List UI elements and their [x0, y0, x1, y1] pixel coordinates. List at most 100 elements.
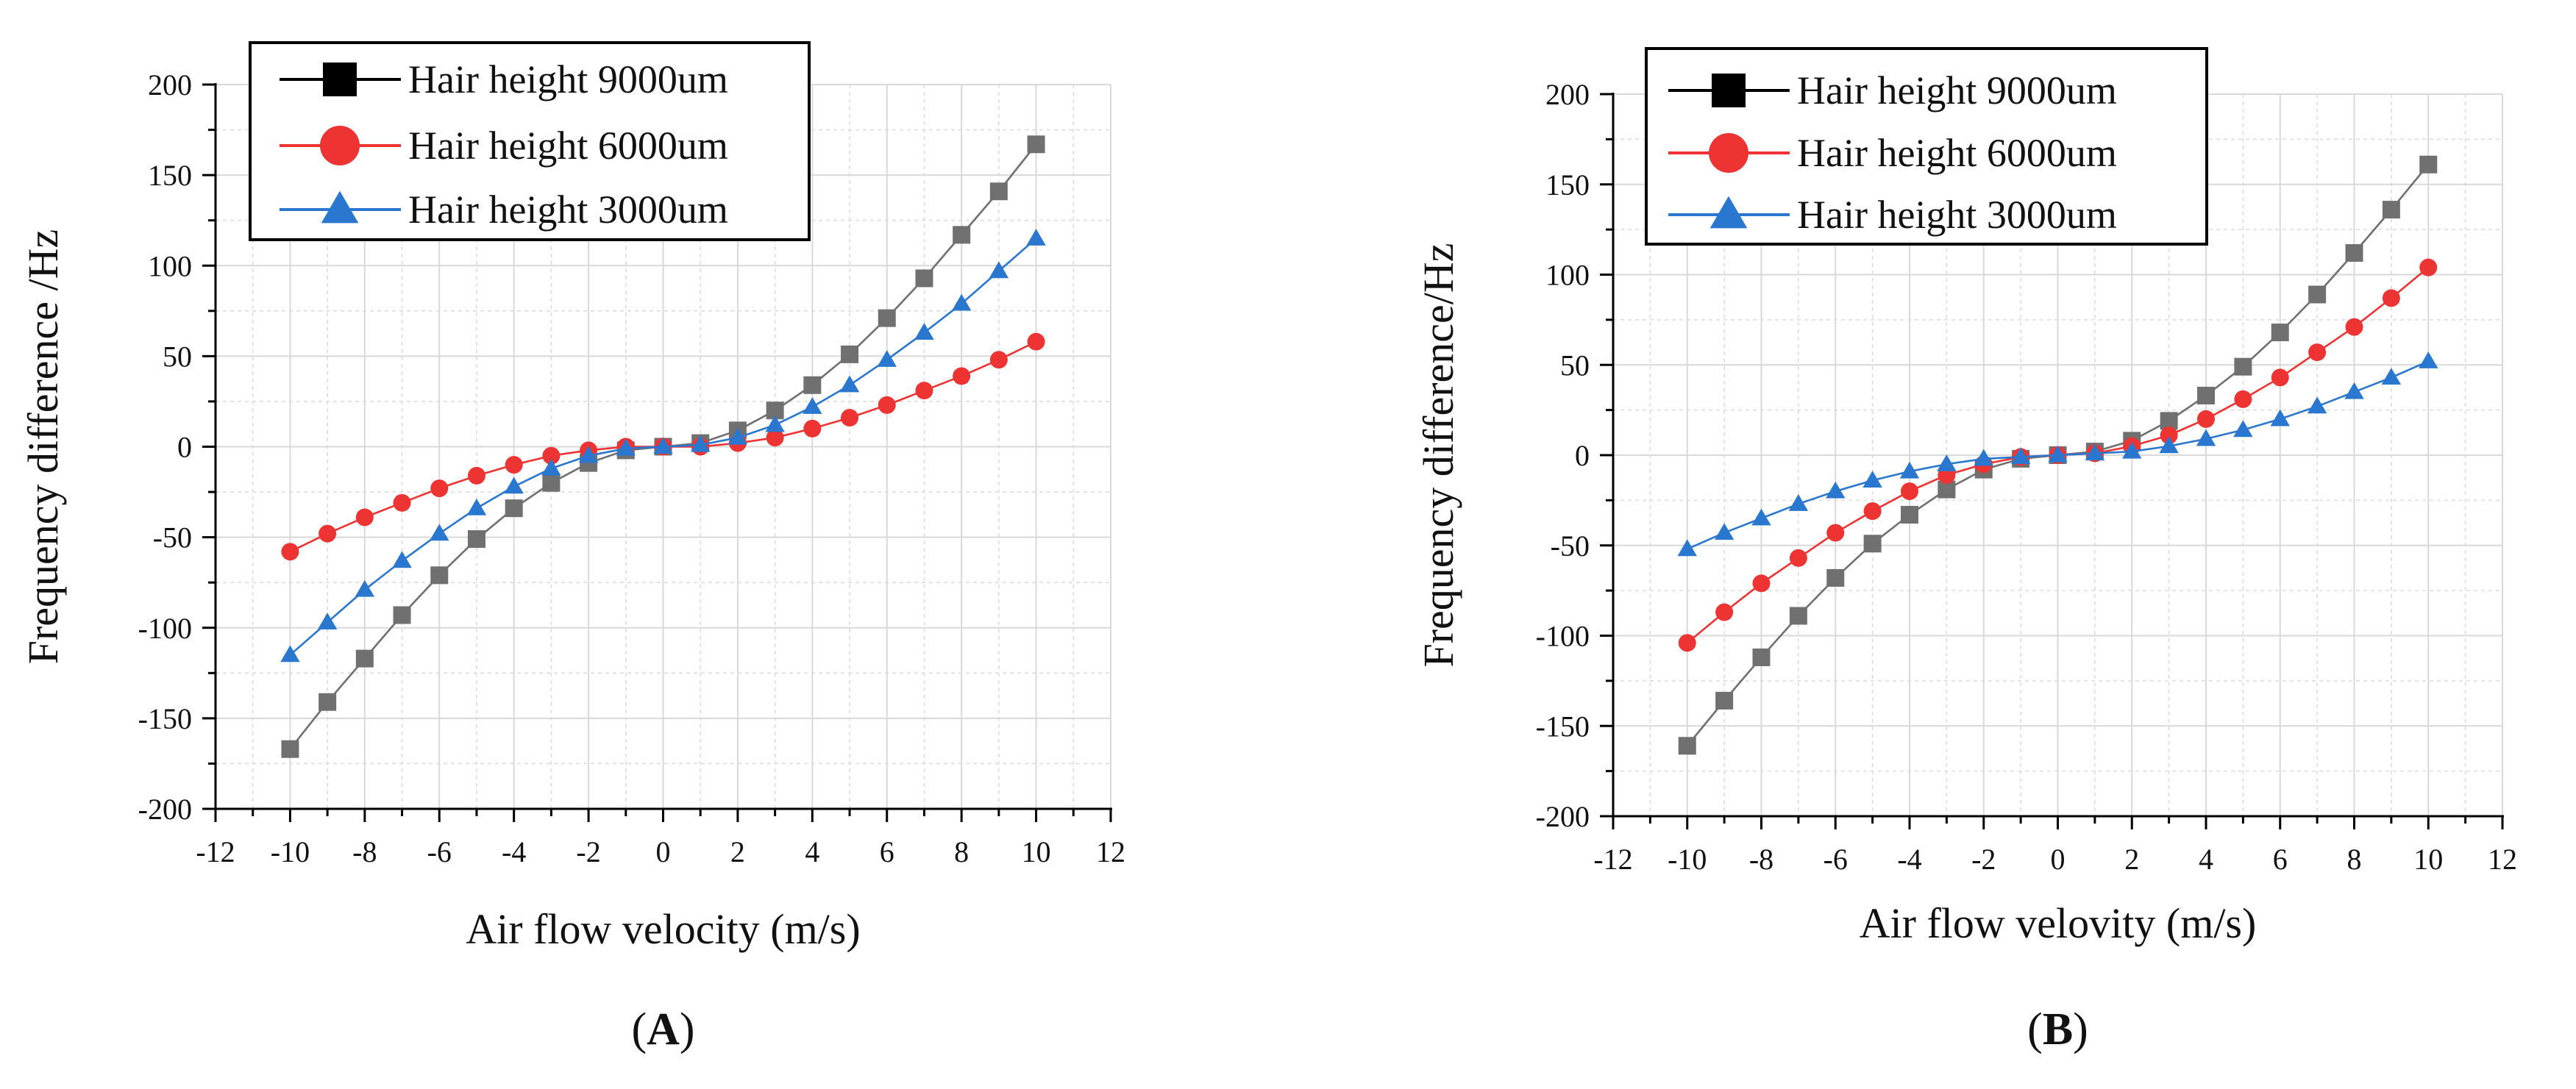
y-tick-label: -200: [1536, 800, 1590, 833]
data-point: [2419, 258, 2438, 276]
data-point: [915, 382, 933, 400]
data-point: [2160, 426, 2178, 444]
data-point: [727, 427, 748, 445]
data-point: [1826, 481, 1846, 499]
x-tick-label: 10: [1022, 835, 1051, 868]
data-point: [2010, 447, 2031, 465]
data-point: [430, 524, 449, 541]
data-point: [1789, 607, 1807, 625]
y-tick-label: -50: [1551, 529, 1590, 563]
x-tick-label: 8: [954, 835, 969, 868]
legend-item: Hair height 6000um: [280, 124, 728, 168]
data-point: [578, 446, 599, 463]
legend-label: Hair height 3000um: [408, 188, 728, 232]
y-tick-label: 200: [148, 68, 192, 101]
x-tick-label: -4: [1897, 843, 1921, 876]
data-point: [2345, 244, 2363, 263]
data-point: [1862, 471, 1882, 488]
x-tick-label: 0: [656, 835, 671, 868]
x-tick-label: -2: [1971, 843, 1996, 876]
x-tick-label: -12: [1593, 843, 1632, 876]
y-tick-label: -100: [1536, 620, 1590, 653]
data-point: [914, 323, 934, 340]
legend-item: Hair height 6000um: [1668, 131, 2117, 175]
panel-label-close: ): [680, 1004, 695, 1054]
data-point: [2270, 409, 2290, 426]
x-tick-label: 6: [880, 835, 894, 868]
data-point: [393, 606, 411, 624]
data-point: [1026, 229, 1046, 246]
y-tick-label: -50: [153, 521, 192, 554]
data-point: [1027, 135, 1045, 154]
data-point: [989, 182, 1008, 201]
data-point: [2382, 289, 2400, 307]
data-point: [542, 446, 561, 465]
x-axis-title: Air flow velocity (m/s): [466, 905, 860, 953]
data-point: [2308, 343, 2327, 362]
data-point: [2048, 445, 2068, 463]
data-point: [2196, 429, 2216, 446]
data-point: [2271, 324, 2289, 342]
data-point: [1826, 524, 1845, 542]
data-point: [355, 579, 375, 597]
data-point: [466, 499, 487, 515]
data-point: [2197, 386, 2215, 404]
y-tick-label: 150: [1545, 168, 1590, 201]
data-point: [505, 499, 523, 518]
data-point: [989, 351, 1008, 369]
data-point: [2159, 436, 2179, 454]
data-point: [1677, 539, 1697, 557]
x-tick-label: -6: [427, 835, 452, 868]
panel-label-open: (: [2027, 1004, 2043, 1054]
x-tick-label: 4: [2199, 843, 2213, 876]
y-tick-label: 50: [163, 340, 192, 373]
legend-marker: [1709, 133, 1748, 173]
data-point: [467, 466, 485, 485]
legend-label: Hair height 6000um: [1797, 131, 2117, 175]
data-point: [1715, 603, 1734, 621]
data-point: [355, 508, 374, 526]
panel-label-close: ): [2073, 1004, 2088, 1054]
y-tick-label: 100: [1545, 259, 1590, 292]
data-point: [2234, 357, 2252, 376]
data-point: [841, 409, 859, 427]
data-point: [1752, 648, 1771, 666]
y-tick-label: 200: [1545, 78, 1590, 111]
data-point: [2419, 351, 2438, 368]
y-tick-label: 50: [1560, 349, 1590, 382]
data-point: [504, 476, 524, 494]
data-point: [951, 293, 972, 311]
legend-label: Hair height 9000um: [408, 57, 728, 101]
legend: Hair height 9000um Hair height 6000um Hair…: [1645, 47, 2208, 246]
x-tick-label: 6: [2273, 843, 2288, 876]
data-point: [1678, 634, 1696, 652]
y-tick-label: 100: [148, 249, 192, 282]
data-point: [953, 226, 971, 244]
data-point: [1901, 482, 1918, 501]
data-point: [319, 693, 337, 711]
y-tick-label: -200: [138, 793, 192, 826]
x-tick-label: -2: [576, 835, 600, 868]
series-2: [1677, 351, 2438, 557]
data-point: [653, 437, 673, 454]
legend-marker: [1712, 74, 1746, 107]
data-point: [2122, 441, 2142, 459]
data-point: [280, 645, 300, 663]
data-point: [1863, 535, 1882, 553]
y-axis-title: Frequency difference /Hz: [19, 229, 67, 665]
legend-marker: [321, 190, 359, 224]
legend-item: Hair height 3000um: [1668, 193, 2117, 237]
x-tick-label: -8: [1749, 843, 1773, 876]
data-point: [766, 429, 784, 447]
data-point: [2271, 368, 2289, 387]
data-point: [430, 479, 449, 498]
y-tick-label: 150: [148, 159, 192, 192]
legend-marker: [320, 126, 360, 165]
data-point: [1863, 502, 1882, 521]
data-point: [915, 269, 933, 288]
data-point: [1901, 506, 1918, 524]
x-tick-label: -12: [196, 835, 235, 868]
data-point: [616, 438, 636, 456]
data-point: [2307, 396, 2327, 414]
